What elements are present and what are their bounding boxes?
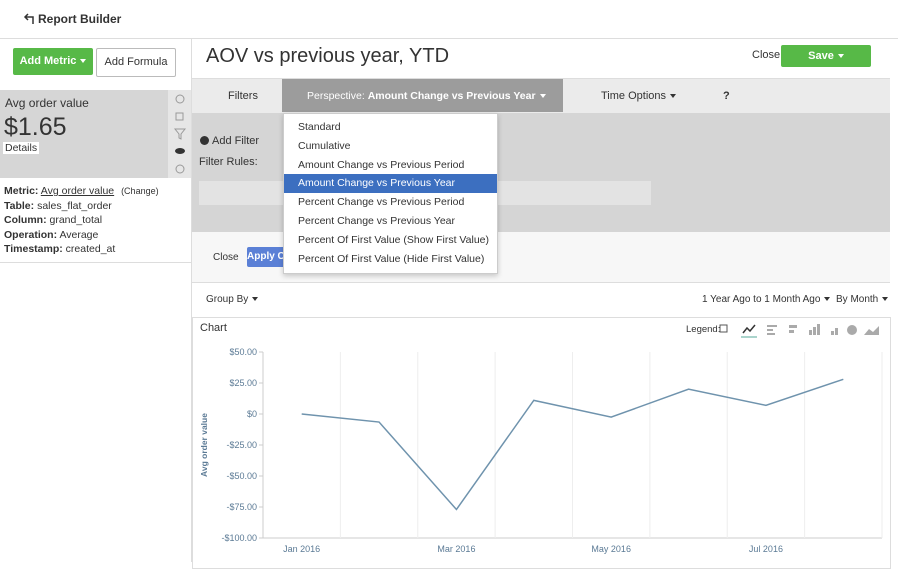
add-filter[interactable]: Add Filter — [200, 135, 259, 147]
menu-option[interactable]: Percent Of First Value (Hide First Value… — [298, 252, 485, 265]
info-value[interactable]: Avg order value — [40, 185, 115, 197]
filter-rules-label: Filter Rules: — [199, 156, 258, 168]
menu-option[interactable]: Standard — [298, 121, 341, 133]
details-link[interactable]: Details — [3, 142, 40, 154]
x-tick-label: Mar 2016 — [437, 544, 475, 554]
menu-option[interactable]: Percent Of First Value (Show First Value… — [298, 233, 490, 246]
save-button[interactable]: Save — [781, 45, 871, 67]
info-label: Column: — [4, 214, 47, 227]
y-tick-label: -$75.00 — [226, 502, 257, 512]
y-tick-label: $50.00 — [229, 347, 257, 357]
perspective-value: Amount Change vs Previous Year — [367, 90, 536, 102]
menu-option[interactable]: Amount Change vs Previous Period — [298, 158, 465, 171]
legend-label: Legend: — [686, 324, 721, 335]
perspective-menu: Standard Cumulative Amount Change vs Previ… — [283, 113, 498, 274]
y-tick-label: $0 — [247, 409, 257, 419]
chart: Avg order value $50.00 $25.00 $0 -$25.00 -$5… — [199, 347, 883, 554]
metric-card[interactable]: Avg order value $1.65 Details — [0, 90, 168, 178]
metric-icon-column — [168, 90, 191, 178]
info-value: grand_total — [49, 214, 103, 227]
chart-type-icons[interactable] — [719, 322, 889, 338]
interval[interactable]: By Month — [836, 294, 888, 305]
x-tick-label: May 2016 — [591, 544, 631, 554]
info-row: Operation: Average — [4, 228, 189, 243]
close-link[interactable]: Close — [752, 49, 781, 61]
chart-panel-title: Chart — [200, 322, 227, 334]
info-label: Operation: — [4, 228, 58, 241]
add-metric-button[interactable]: Add Metric — [13, 48, 93, 75]
metric-value: $1.65 — [4, 113, 67, 141]
info-row: Column: grand_total — [4, 213, 189, 228]
x-tick-label: Jan 2016 — [283, 544, 320, 554]
info-value: created_at — [65, 243, 116, 256]
filter-close[interactable]: Close — [213, 252, 239, 263]
y-tick-label: -$100.00 — [221, 533, 257, 543]
divider — [0, 262, 191, 263]
add-filter-text: Add Filter — [212, 135, 260, 147]
info-label: Timestamp: — [4, 243, 63, 256]
y-tick-label: -$50.00 — [226, 471, 257, 481]
perspective-label: Perspective: — [307, 90, 365, 102]
data-line — [301, 378, 844, 511]
info-row: Timestamp: created_at — [4, 242, 189, 257]
menu-option[interactable]: Percent Change vs Previous Period — [298, 196, 465, 209]
metric-name: Avg order value — [5, 96, 89, 110]
filters-tab[interactable]: Filters — [228, 90, 258, 102]
info-value: Average — [59, 228, 99, 241]
y-tick-label: $25.00 — [229, 378, 257, 388]
menu-option[interactable]: Amount Change vs Previous Year — [284, 174, 497, 194]
app-title: Report Builder — [38, 12, 122, 26]
info-row: Table: sales_flat_order — [4, 199, 189, 214]
menu-option[interactable]: Percent Change vs Previous Year — [298, 215, 456, 227]
group-by[interactable]: Group By — [206, 294, 258, 305]
menu-option[interactable]: Cumulative — [298, 139, 351, 152]
metric-info: Metric: Avg order value (Change) Table: s… — [4, 184, 189, 257]
top-bar: Report Builder — [0, 0, 898, 39]
perspective-tab[interactable]: Perspective: Amount Change vs Previous Y… — [282, 79, 563, 112]
sidebar: Add Metric Add Formula Avg order value $… — [0, 39, 192, 562]
x-tick-label: Jul 2016 — [749, 544, 783, 554]
help-tab[interactable]: ? — [723, 90, 730, 102]
back-icon[interactable] — [23, 13, 35, 25]
info-label: Table: — [4, 199, 35, 212]
info-value: sales_flat_order — [37, 199, 112, 212]
info-row: Metric: Avg order value (Change) — [4, 184, 189, 199]
y-tick-label: -$25.00 — [226, 440, 257, 450]
info-action[interactable]: (Change) — [121, 186, 159, 196]
date-range[interactable]: 1 Year Ago to 1 Month Ago — [702, 294, 830, 305]
info-label: Metric: — [4, 185, 39, 197]
y-axis-title: Avg order value — [199, 413, 209, 477]
report-title: AOV vs previous year, YTD — [206, 45, 450, 67]
time-options-tab[interactable]: Time Options — [601, 90, 676, 102]
add-formula-button[interactable]: Add Formula — [96, 48, 176, 77]
